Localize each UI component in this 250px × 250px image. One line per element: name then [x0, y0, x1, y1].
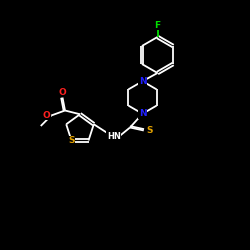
Text: S: S	[146, 126, 152, 135]
Text: HN: HN	[107, 132, 121, 141]
Text: N: N	[139, 77, 146, 86]
Text: O: O	[58, 88, 66, 97]
Text: N: N	[139, 109, 146, 118]
Text: F: F	[154, 20, 160, 30]
Text: O: O	[42, 111, 50, 120]
Text: S: S	[68, 136, 75, 145]
